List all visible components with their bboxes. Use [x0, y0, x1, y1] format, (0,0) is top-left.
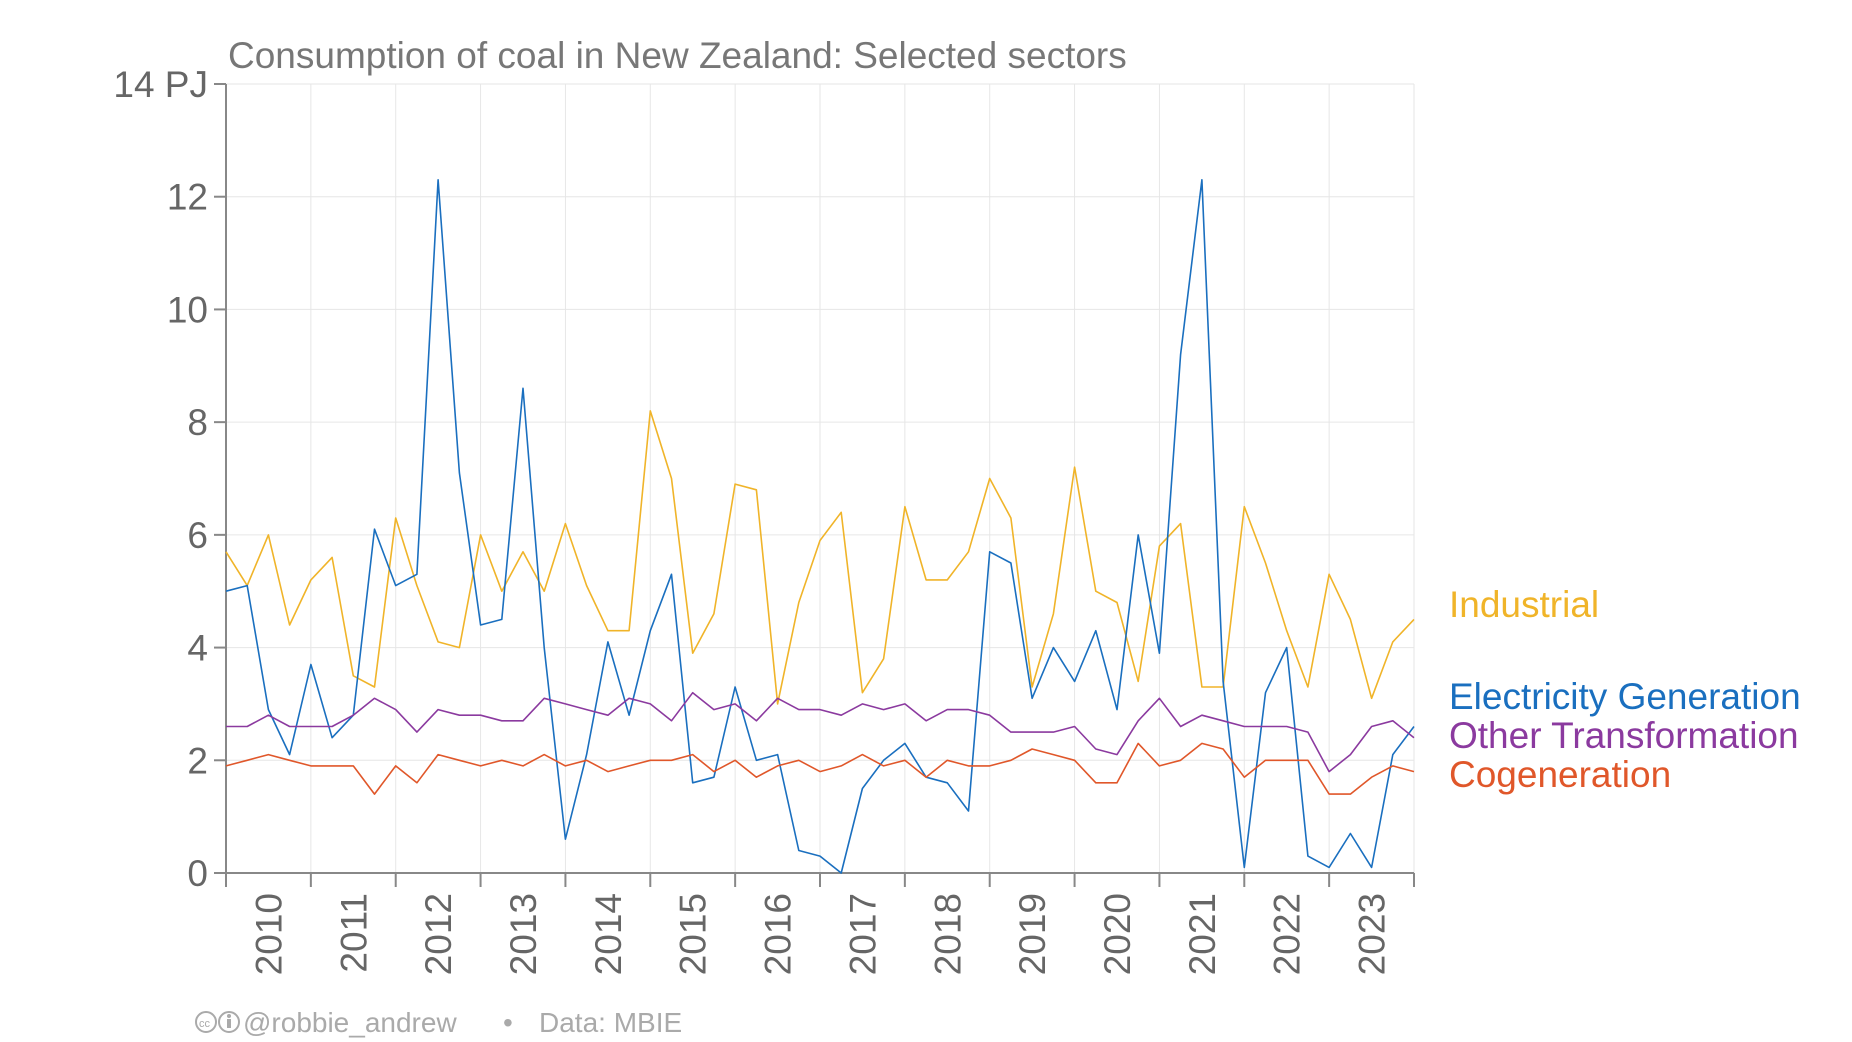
x-tick-label: 2013	[503, 893, 544, 975]
y-tick-label: 14 PJ	[113, 64, 208, 105]
y-tick-label: 0	[187, 853, 208, 894]
x-tick-label: 2020	[1097, 893, 1138, 975]
series-line-cogeneration	[225, 742, 1415, 795]
series-line-industrial	[225, 410, 1415, 705]
x-tick-label: 2012	[418, 893, 459, 975]
legend-label-cogeneration: Cogeneration	[1449, 754, 1671, 795]
x-tick-label: 2018	[927, 893, 968, 975]
attribution-icon	[218, 1011, 240, 1033]
x-tick-label: 2019	[1012, 893, 1053, 975]
legend-label-electricity-generation: Electricity Generation	[1449, 676, 1801, 717]
x-tick-label: 2010	[248, 893, 289, 975]
grid	[226, 83, 1415, 874]
y-tick-label: 10	[167, 289, 208, 330]
series-line-electricity-generation	[225, 179, 1415, 874]
y-tick-label: 2	[187, 740, 208, 781]
svg-text:cc: cc	[199, 1018, 211, 1030]
x-tick-label: 2021	[1182, 893, 1223, 975]
y-tick-label: 6	[187, 515, 208, 556]
axes: 0 2 4 6 8 10 12 14 PJ 2010 2011 2012 2013 2014 2015 20…	[113, 64, 1415, 975]
y-tick-label: 8	[187, 402, 208, 443]
x-tick-label: 2016	[758, 893, 799, 975]
x-tick-label: 2022	[1267, 893, 1308, 975]
y-tick-label: 4	[187, 628, 208, 669]
x-tick-label: 2017	[842, 893, 883, 975]
footer: cc @robbie_andrew • Data: MBIE	[195, 1007, 682, 1038]
footer-separator: •	[503, 1007, 513, 1038]
x-tick-label: 2015	[673, 893, 714, 975]
legend-label-industrial: Industrial	[1449, 584, 1599, 625]
legend-label-other-transformation: Other Transformation	[1449, 715, 1799, 756]
x-tick-label: 2023	[1352, 893, 1393, 975]
x-tick-label: 2011	[333, 893, 374, 973]
x-tick-label: 2014	[588, 893, 629, 975]
chart-title: Consumption of coal in New Zealand: Sele…	[228, 35, 1127, 76]
footer-source: Data: MBIE	[539, 1007, 682, 1038]
cc-license-icon: cc	[195, 1011, 217, 1033]
series-lines	[225, 179, 1415, 874]
series-line-other-transformation	[226, 691, 1415, 773]
y-tick-label: 12	[167, 177, 208, 218]
footer-credit: @robbie_andrew	[243, 1007, 457, 1038]
